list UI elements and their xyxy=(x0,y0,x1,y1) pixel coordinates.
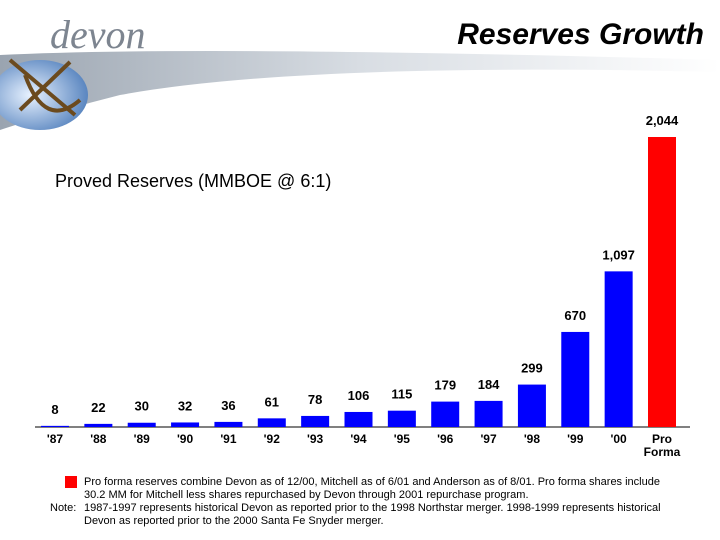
value-label: 78 xyxy=(308,392,322,407)
value-label: 115 xyxy=(391,387,412,402)
bar xyxy=(214,421,243,427)
x-tick-label: '96 xyxy=(437,432,454,446)
x-tick-label: '91 xyxy=(220,432,237,446)
value-label: 61 xyxy=(265,394,279,409)
value-label: 22 xyxy=(91,400,105,415)
note-label: Note: xyxy=(50,502,77,514)
bar xyxy=(431,401,460,427)
bar xyxy=(84,423,113,427)
slide-title: Reserves Growth xyxy=(457,18,704,51)
x-tick-label: '99 xyxy=(567,432,584,446)
legend-swatch xyxy=(65,476,77,488)
note-text: 1987-1997 represents historical Devon as… xyxy=(84,502,661,527)
value-label: 106 xyxy=(348,388,370,403)
value-label: 179 xyxy=(434,378,456,393)
bar xyxy=(387,410,416,427)
legend-text: Pro forma reserves combine Devon as of 1… xyxy=(84,476,660,501)
header-swoosh xyxy=(0,51,720,130)
value-label: 670 xyxy=(564,308,586,323)
bar xyxy=(257,418,286,427)
value-label: 184 xyxy=(478,377,500,392)
x-tick-label: '90 xyxy=(176,432,194,446)
x-tick-label: '00 xyxy=(610,432,627,446)
bar xyxy=(517,384,546,427)
bar xyxy=(171,422,200,427)
x-tick-label: '92 xyxy=(263,432,280,446)
x-tick-label: '94 xyxy=(350,432,367,446)
bar xyxy=(561,331,590,427)
globe-image xyxy=(0,60,88,130)
bar xyxy=(301,415,330,427)
x-tick-label: '89 xyxy=(133,432,150,446)
x-tick-label: '93 xyxy=(307,432,324,446)
x-tick-label: '97 xyxy=(480,432,497,446)
value-label: 1,097 xyxy=(602,247,635,262)
logo: devon xyxy=(50,12,146,57)
x-tick-label: '95 xyxy=(393,432,410,446)
bar xyxy=(604,271,633,427)
bar xyxy=(474,400,503,427)
bar xyxy=(648,137,676,427)
value-label: 299 xyxy=(521,361,543,376)
value-label: 32 xyxy=(178,398,192,413)
value-label: 8 xyxy=(51,402,58,417)
bar xyxy=(344,411,373,427)
chart-title: Proved Reserves (MMBOE @ 6:1) xyxy=(55,171,331,191)
value-label: 2,044 xyxy=(646,113,679,128)
value-label: 30 xyxy=(134,399,148,414)
bar xyxy=(127,422,156,427)
sextant-image xyxy=(8,58,82,117)
bar xyxy=(41,425,69,427)
x-tick-label: '98 xyxy=(523,432,541,446)
x-tick-label: '88 xyxy=(90,432,107,446)
value-label: 36 xyxy=(221,398,235,413)
x-tick-label: '87 xyxy=(46,432,64,446)
x-tick-label: Pro Forma xyxy=(643,432,681,459)
